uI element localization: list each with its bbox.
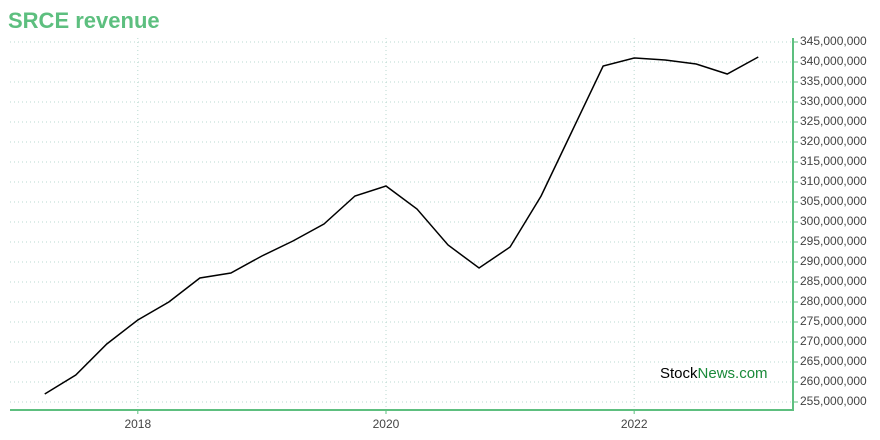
watermark-stock: Stock [660, 365, 698, 382]
y-tick-label: 325,000,000 [800, 114, 867, 128]
chart-title: SRCE revenue [8, 8, 160, 33]
y-tick-label: 290,000,000 [800, 254, 867, 268]
y-tick-label: 310,000,000 [800, 174, 867, 188]
y-tick-label: 295,000,000 [800, 234, 867, 248]
y-tick-label: 315,000,000 [800, 154, 867, 168]
y-tick-label: 320,000,000 [800, 134, 867, 148]
line [44, 56, 759, 395]
y-tick-label: 280,000,000 [800, 294, 867, 308]
y-tick-label: 260,000,000 [800, 374, 867, 388]
x-tick-label: 2020 [373, 417, 400, 431]
y-tick-label: 345,000,000 [800, 34, 867, 48]
y-tick-label: 340,000,000 [800, 54, 867, 68]
y-tick-label: 275,000,000 [800, 314, 867, 328]
watermark: StockNews.com [660, 365, 768, 382]
y-tick-label: 330,000,000 [800, 94, 867, 108]
y-tick-label: 255,000,000 [800, 394, 867, 408]
y-tick-label: 300,000,000 [800, 214, 867, 228]
x-tick-label: 2018 [124, 417, 151, 431]
y-tick-label: 305,000,000 [800, 194, 867, 208]
x-tick-label: 2022 [621, 417, 648, 431]
y-tick-label: 285,000,000 [800, 274, 867, 288]
y-tick-label: 270,000,000 [800, 334, 867, 348]
y-tick-label: 265,000,000 [800, 354, 867, 368]
y-tick-label: 335,000,000 [800, 74, 867, 88]
watermark-news: News.com [698, 365, 768, 382]
